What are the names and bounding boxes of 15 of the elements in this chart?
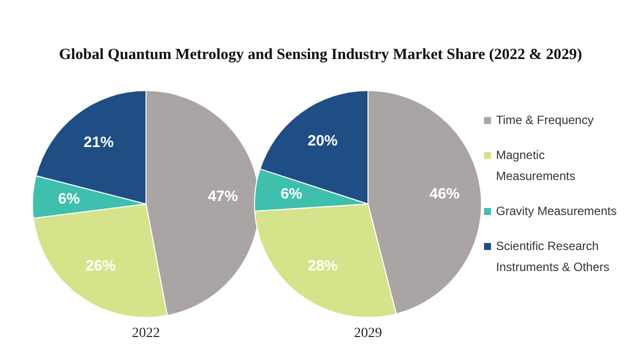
chart-title: Global Quantum Metrology and Sensing Industry Market Share (2022 & 2029): [58, 46, 584, 64]
data-label: 46%: [430, 185, 460, 202]
data-label: 28%: [308, 258, 338, 275]
data-label: 26%: [86, 258, 116, 275]
data-label: 21%: [84, 134, 114, 152]
data-label: 6%: [58, 190, 80, 208]
data-label: 20%: [308, 132, 338, 150]
slice-label: 2029: [353, 326, 383, 342]
data-label: 47%: [208, 188, 238, 205]
data-label: 6%: [280, 185, 302, 202]
slice-label: 2022: [131, 326, 161, 342]
legend-label: Time & Frequency: [496, 112, 594, 129]
legend-label: Scientific Research Instruments & Others: [496, 238, 610, 276]
legend-label: Gravity Measurements: [496, 203, 617, 220]
legend-label: Magnetic Measurements: [496, 147, 576, 185]
